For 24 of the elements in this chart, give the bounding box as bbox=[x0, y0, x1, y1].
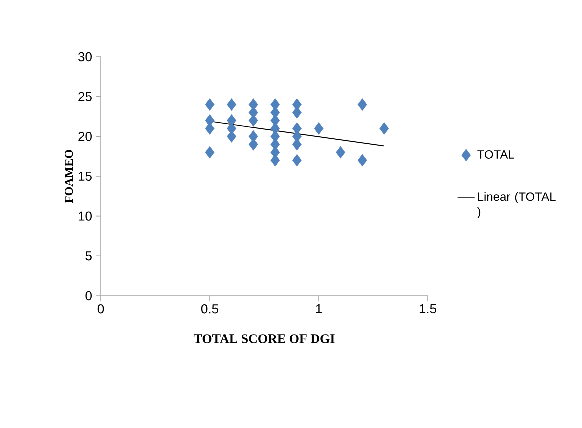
point bbox=[205, 146, 215, 159]
x-axis-title: TOTAL SCORE OF DGI bbox=[194, 334, 335, 344]
point bbox=[380, 122, 390, 135]
y-tick-label: 30 bbox=[78, 52, 92, 62]
point bbox=[292, 154, 302, 167]
x-tick-label: 0.5 bbox=[201, 304, 218, 314]
y-tick-label: 10 bbox=[79, 212, 92, 221]
point bbox=[227, 98, 236, 111]
y-tick-label: 5 bbox=[86, 252, 92, 261]
x-tick-label: 0 bbox=[98, 304, 104, 314]
point bbox=[336, 146, 346, 159]
y-tick-label: 15 bbox=[79, 172, 92, 182]
y-axis-title: FOAMEO bbox=[65, 150, 74, 204]
point bbox=[205, 98, 215, 111]
y-tick-label: 25 bbox=[78, 92, 92, 102]
x-tick-label: 1 bbox=[316, 304, 322, 314]
point bbox=[358, 98, 368, 111]
legend-label: TOTAL bbox=[478, 150, 514, 159]
point bbox=[314, 122, 324, 135]
x-tick-label: 1.5 bbox=[420, 304, 436, 314]
y-tick-label: 0 bbox=[86, 291, 92, 301]
y-tick-label: 20 bbox=[78, 132, 92, 142]
point bbox=[358, 154, 368, 167]
legend-label: Linear (TOTAL ) bbox=[477, 192, 556, 219]
